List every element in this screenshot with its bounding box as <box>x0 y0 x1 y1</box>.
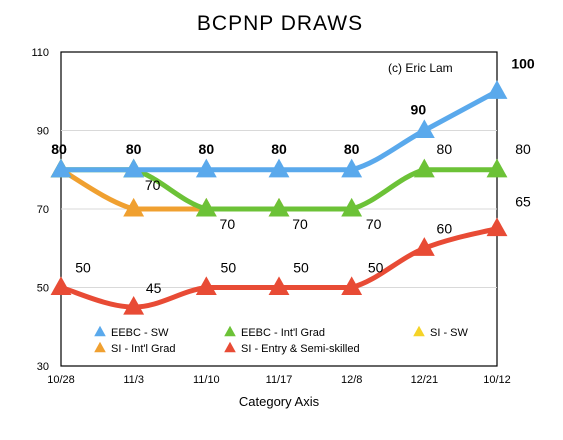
legend-marker <box>224 341 236 353</box>
y-tick-label: 30 <box>37 361 49 373</box>
data-label-eebc-sw: 80 <box>344 141 360 157</box>
legend-label: SI - Entry & Semi-skilled <box>241 343 360 355</box>
x-tick-label: 11/10 <box>193 374 220 386</box>
data-label-eebc-int-l-grad: 80 <box>515 141 531 157</box>
legend-item-si-sw: SI - SW <box>413 325 469 339</box>
data-label-si-entry-semi-skilled: 60 <box>437 220 453 236</box>
legend-label: SI - SW <box>430 327 469 339</box>
y-tick-label: 70 <box>37 204 49 216</box>
data-label-eebc-sw: 80 <box>199 141 215 157</box>
data-label-eebc-int-l-grad: 70 <box>366 216 382 232</box>
series-line <box>58 226 500 310</box>
y-tick-label: 50 <box>37 283 49 295</box>
data-point <box>123 197 145 217</box>
legend-item-si-entry-semi-skilled: SI - Entry & Semi-skilled <box>224 341 360 355</box>
legend-label: EEBC - SW <box>111 327 169 339</box>
y-axis-ticks: 30 50 70 90 110 <box>31 47 49 373</box>
x-tick-label: 10/28 <box>47 374 75 386</box>
y-tick-label: 90 <box>37 126 49 138</box>
data-point <box>195 276 217 296</box>
legend-item-eebc-sw: EEBC - SW <box>94 325 169 339</box>
series-eebc-sw <box>50 80 508 178</box>
data-point <box>268 276 290 296</box>
data-label-si-entry-semi-skilled: 65 <box>515 194 531 210</box>
data-point <box>413 158 435 178</box>
data-label-eebc-sw: 90 <box>411 102 427 118</box>
legend-label: SI - Int'l Grad <box>111 343 175 355</box>
data-point <box>268 197 290 217</box>
data-point <box>195 158 217 178</box>
data-point <box>50 158 72 178</box>
x-tick-label: 11/3 <box>123 374 144 386</box>
data-label-eebc-sw: 80 <box>126 141 142 157</box>
data-point <box>413 237 435 256</box>
data-point <box>195 197 217 217</box>
x-tick-label: 12/21 <box>411 374 439 386</box>
data-label-si-entry-semi-skilled: 45 <box>146 280 162 296</box>
legend-marker <box>413 325 425 337</box>
data-point <box>413 119 435 139</box>
data-label-eebc-int-l-grad: 80 <box>51 141 67 157</box>
y-tick-label: 110 <box>31 47 49 59</box>
x-tick-label: 10/12 <box>483 374 511 386</box>
data-label-eebc-sw: 80 <box>51 141 67 157</box>
copyright-note: (c) Eric Lam <box>388 61 453 75</box>
x-tick-label: 11/17 <box>266 374 293 386</box>
data-point <box>341 276 363 296</box>
data-point <box>486 217 508 237</box>
legend-marker <box>224 325 236 337</box>
data-label-eebc-sw: 80 <box>271 141 287 157</box>
data-point <box>268 158 290 178</box>
data-point <box>123 158 145 178</box>
data-point <box>50 276 72 296</box>
legend-marker <box>94 325 106 337</box>
legend-item-eebc-int-l-grad: EEBC - Int'l Grad <box>224 325 325 339</box>
series-si-entry-semi-skilled <box>50 217 508 315</box>
data-label-eebc-int-l-grad: 70 <box>220 216 236 232</box>
data-label-eebc-int-l-grad: 70 <box>292 216 308 232</box>
data-label-si-entry-semi-skilled: 50 <box>221 260 237 276</box>
data-label-si-entry-semi-skilled: 50 <box>75 260 91 276</box>
x-axis-label: Category Axis <box>239 394 320 409</box>
data-label-si-entry-semi-skilled: 50 <box>368 260 384 276</box>
data-point <box>341 197 363 217</box>
legend-item-si-int-l-grad: SI - Int'l Grad <box>94 341 175 355</box>
legend: EEBC - SW EEBC - Int'l Grad SI - SW SI - In… <box>94 325 469 355</box>
data-point <box>341 158 363 178</box>
series-group <box>50 80 508 315</box>
data-point <box>486 80 508 99</box>
data-point <box>486 158 508 178</box>
data-label-si-entry-semi-skilled: 50 <box>293 260 309 276</box>
data-label-eebc-int-l-grad: 70 <box>145 177 161 193</box>
data-point <box>123 295 145 315</box>
legend-label: EEBC - Int'l Grad <box>241 327 325 339</box>
data-label-eebc-int-l-grad: 80 <box>437 141 453 157</box>
x-tick-label: 12/8 <box>341 374 362 386</box>
data-label-eebc-sw: 100 <box>511 55 535 71</box>
x-axis-ticks: 10/28 11/3 11/10 11/17 12/8 12/21 10/12 <box>47 374 511 386</box>
legend-marker <box>94 341 106 353</box>
chart-title: BCPNP DRAWS <box>197 12 363 35</box>
